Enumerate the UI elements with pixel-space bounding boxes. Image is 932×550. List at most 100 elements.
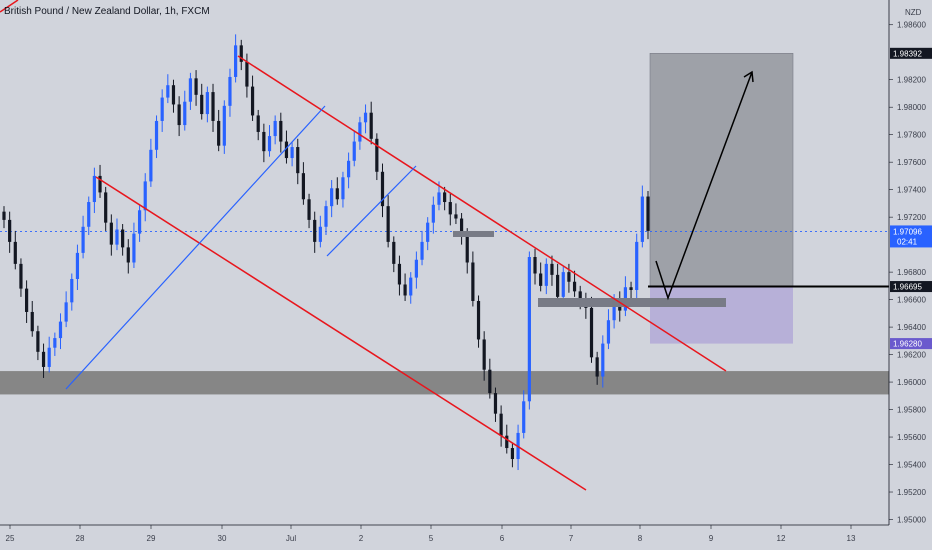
target-price-badge: 1.98392 <box>890 47 932 59</box>
axis-currency-label: NZD <box>905 8 922 17</box>
resistance-box-1[interactable] <box>453 231 494 237</box>
time-tick-label: 25 <box>6 534 15 543</box>
price-tick-label: 1.98600 <box>897 21 926 30</box>
candle-body <box>177 104 181 126</box>
candle-body <box>550 263 554 275</box>
candle-body <box>403 284 407 296</box>
candle-body <box>459 218 464 237</box>
candle-body <box>392 241 396 264</box>
price-tick-label: 1.97200 <box>897 213 926 222</box>
price-tick-label: 1.95200 <box>897 488 926 497</box>
candle-body <box>414 259 418 278</box>
price-tick-label: 1.95400 <box>897 461 926 470</box>
candle-body <box>121 229 125 248</box>
candle-body <box>228 76 232 106</box>
candle-body <box>256 115 260 132</box>
candle-body <box>352 141 356 161</box>
candle-body <box>313 219 317 242</box>
stop-zone[interactable] <box>650 286 793 344</box>
candle-body <box>267 136 272 152</box>
profit-zone[interactable] <box>649 53 794 287</box>
candle-body <box>296 147 300 174</box>
candle-body <box>499 413 503 436</box>
candle-body <box>397 263 402 285</box>
candle-body <box>279 120 283 142</box>
candle-body <box>104 192 108 223</box>
price-tick-label: 1.96600 <box>897 296 926 305</box>
price-axis-ticks: 1.98600 1.98200 1.98000 1.97800 1.97600 1.974… <box>889 21 926 525</box>
candle-body <box>578 291 582 301</box>
candle-body <box>132 233 136 263</box>
candle-body <box>171 85 176 105</box>
candle-body <box>561 272 565 297</box>
candle-body <box>126 247 130 263</box>
projection-arrowhead-icon <box>743 70 754 83</box>
price-tick-label: 1.98200 <box>897 76 926 85</box>
candle-body <box>183 101 187 126</box>
candle-body <box>505 435 509 449</box>
candlesticks[interactable] <box>2 34 650 471</box>
time-axis[interactable] <box>0 526 932 550</box>
current-price-badge: 1.97096 02:41 <box>890 225 932 248</box>
price-tick-label: 1.97400 <box>897 186 926 195</box>
price-axis[interactable] <box>889 0 932 550</box>
candle-body <box>307 199 311 220</box>
candle-body <box>522 401 526 433</box>
candle-body <box>211 92 215 121</box>
support-zone[interactable] <box>0 371 889 395</box>
blue-uptrend-line[interactable] <box>65 105 326 390</box>
entry-zone-box[interactable] <box>538 298 726 307</box>
candle-body <box>290 147 294 159</box>
candle-body <box>635 241 639 290</box>
red-channel-lower-line[interactable] <box>95 176 587 491</box>
price-tick-label: 1.96200 <box>897 351 926 360</box>
candle-body <box>301 173 306 200</box>
candle-body <box>443 192 447 203</box>
candle-body <box>217 120 221 146</box>
candle-body <box>341 177 345 200</box>
candle-body <box>143 181 147 211</box>
candle-body <box>482 339 486 370</box>
red-trendline-corner[interactable] <box>0 0 19 13</box>
price-tick-label: 1.97800 <box>897 131 926 140</box>
candle-body <box>87 202 91 227</box>
candle-body <box>41 351 46 367</box>
svg-text:02:41: 02:41 <box>897 237 918 246</box>
red-channel-upper-line[interactable] <box>237 55 727 372</box>
price-tick-label: 1.95800 <box>897 406 926 415</box>
time-tick-label: 12 <box>777 534 786 543</box>
candle-body <box>13 241 17 264</box>
time-tick-label: 7 <box>569 534 574 543</box>
candle-body <box>335 188 339 200</box>
candle-body <box>64 302 68 322</box>
price-tick-label: 1.97600 <box>897 158 926 167</box>
candle-body <box>426 222 430 242</box>
candle-body <box>36 331 40 352</box>
candle-body <box>205 92 209 115</box>
candle-body <box>533 257 537 274</box>
candle-body <box>420 241 424 260</box>
candle-body <box>30 311 34 332</box>
time-tick-label: 6 <box>500 534 505 543</box>
projection-path[interactable] <box>655 71 753 301</box>
candle-body <box>2 211 6 220</box>
candle-body <box>330 188 334 207</box>
candle-body <box>273 120 277 137</box>
candle-body <box>47 347 51 367</box>
entry-price-badge: 1.96695 <box>890 281 932 293</box>
chart-title: British Pound / New Zealand Dollar, 1h, … <box>4 6 210 17</box>
candle-body <box>250 86 255 116</box>
candle-body <box>284 141 289 159</box>
candle-body <box>24 288 29 312</box>
candle-body <box>539 273 543 286</box>
candle-body <box>572 281 577 292</box>
candle-body <box>200 94 204 115</box>
candle-body <box>358 122 362 142</box>
candle-body <box>81 226 85 253</box>
blue-short-trend-line[interactable] <box>326 165 417 257</box>
time-tick-label: 29 <box>147 534 156 543</box>
price-tick-label: 1.95600 <box>897 433 926 442</box>
candle-body <box>58 321 63 339</box>
